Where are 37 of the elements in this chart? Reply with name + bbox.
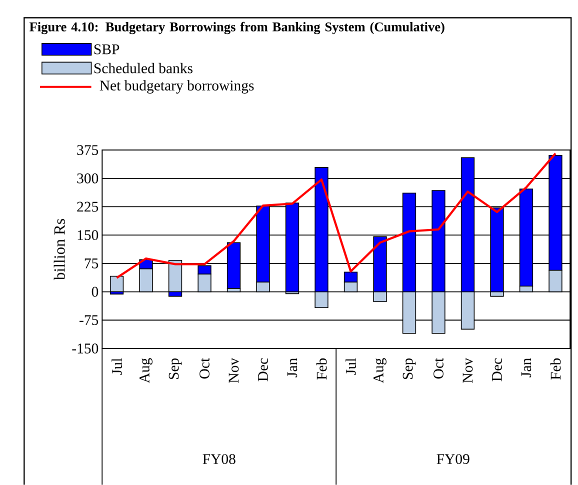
legend-label: Net budgetary borrowings [100,80,254,94]
x-tick-label: Sep [402,358,416,380]
x-tick-label: Feb [550,358,561,380]
x-tick-label: Jul [112,358,122,375]
y-tick-label: 75 [84,258,98,268]
x-tick-label: Aug [140,358,152,384]
y-tick-label: -75 [80,315,98,326]
x-tick-label: Jul [346,358,356,375]
bar [226,242,241,289]
x-tick-label: Oct [200,358,210,379]
y-axis-title: billion Rs [54,219,65,280]
x-tick-label: Dec [492,358,502,382]
x-tick-label: Dec [258,358,268,382]
x-tick-label: Nov [462,358,473,383]
y-tick-label: 0 [92,286,98,297]
y-tick-label: 150 [78,230,98,240]
legend-label: SBP [94,44,120,54]
text: FY09 [436,454,470,464]
x-tick-label: Sep [168,358,182,380]
bar [285,202,300,292]
y-tick-label: -150 [72,344,98,354]
bar [490,208,504,292]
chart-title: Figure 4.10: Budgetary Borrowings from Banking System (Cumulative) [30,22,444,34]
text: FY08 [202,454,236,464]
y-tick-label: 225 [77,202,98,212]
x-tick-label: Jan [521,358,532,378]
x-tick-label: Jan [287,358,298,378]
line-series [116,152,557,280]
x-tick-label: Nov [228,358,239,383]
bar [110,276,124,292]
x-tick-label: Feb [316,358,327,380]
y-tick-label: 300 [77,174,98,184]
legend-label: Scheduled banks [94,63,192,74]
bar [168,260,182,292]
x-tick-label: Aug [374,358,386,384]
y-tick-label: 375 [77,145,98,156]
x-tick-label: Oct [434,358,444,379]
